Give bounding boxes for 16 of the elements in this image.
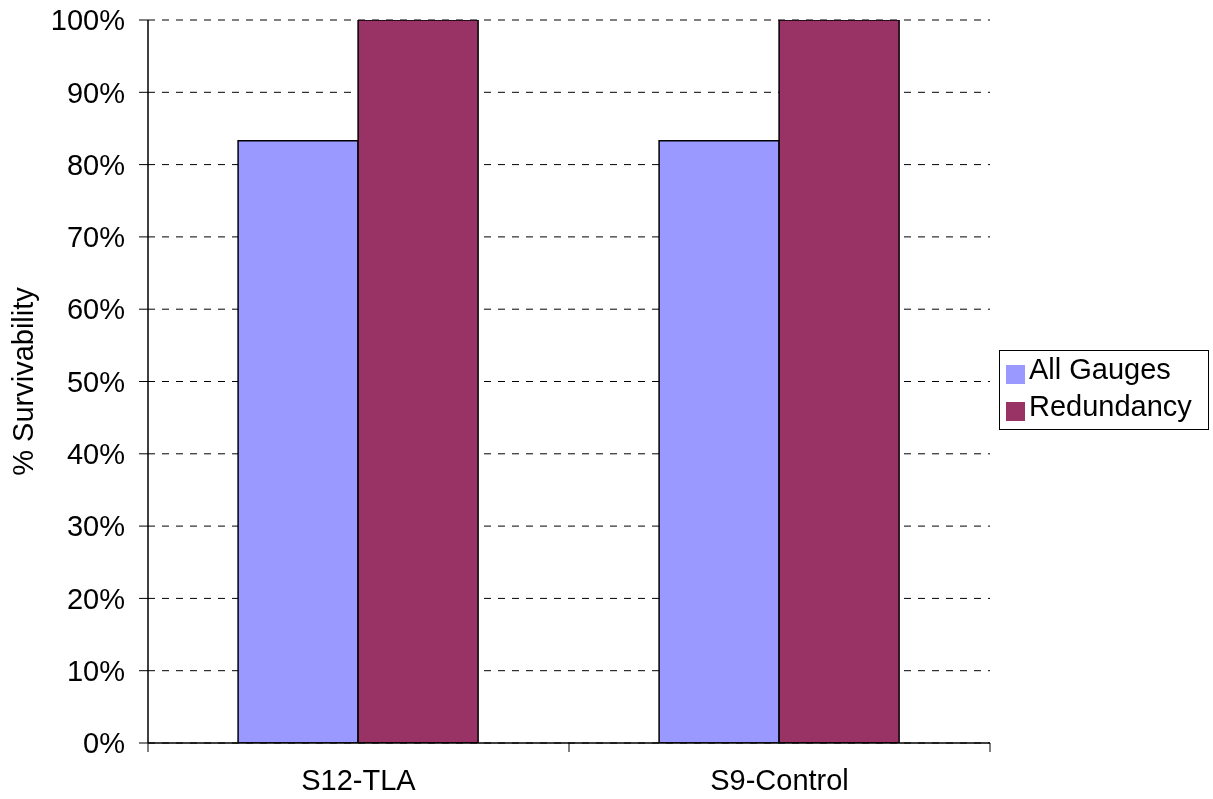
x-tick-label: S9-Control [710, 763, 849, 796]
y-tick-label: 50% [66, 365, 125, 398]
y-axis-title: % Survivability [7, 286, 40, 476]
y-tick-label: 20% [66, 582, 125, 615]
y-tick-label: 40% [66, 438, 125, 471]
y-tick-label: 0% [83, 727, 125, 760]
y-tick-label: 80% [66, 148, 125, 181]
y-tick-label: 90% [66, 76, 125, 109]
y-tick-label: 60% [66, 293, 125, 326]
legend-label: All Gauges [1029, 353, 1171, 385]
y-tick-label: 30% [66, 510, 125, 543]
y-tick-label: 10% [66, 654, 125, 687]
x-tick-label: S12-TLA [301, 763, 417, 796]
y-tick-label: 100% [50, 4, 125, 37]
y-tick-label: 70% [66, 221, 125, 254]
legend-label: Redundancy [1029, 390, 1192, 422]
